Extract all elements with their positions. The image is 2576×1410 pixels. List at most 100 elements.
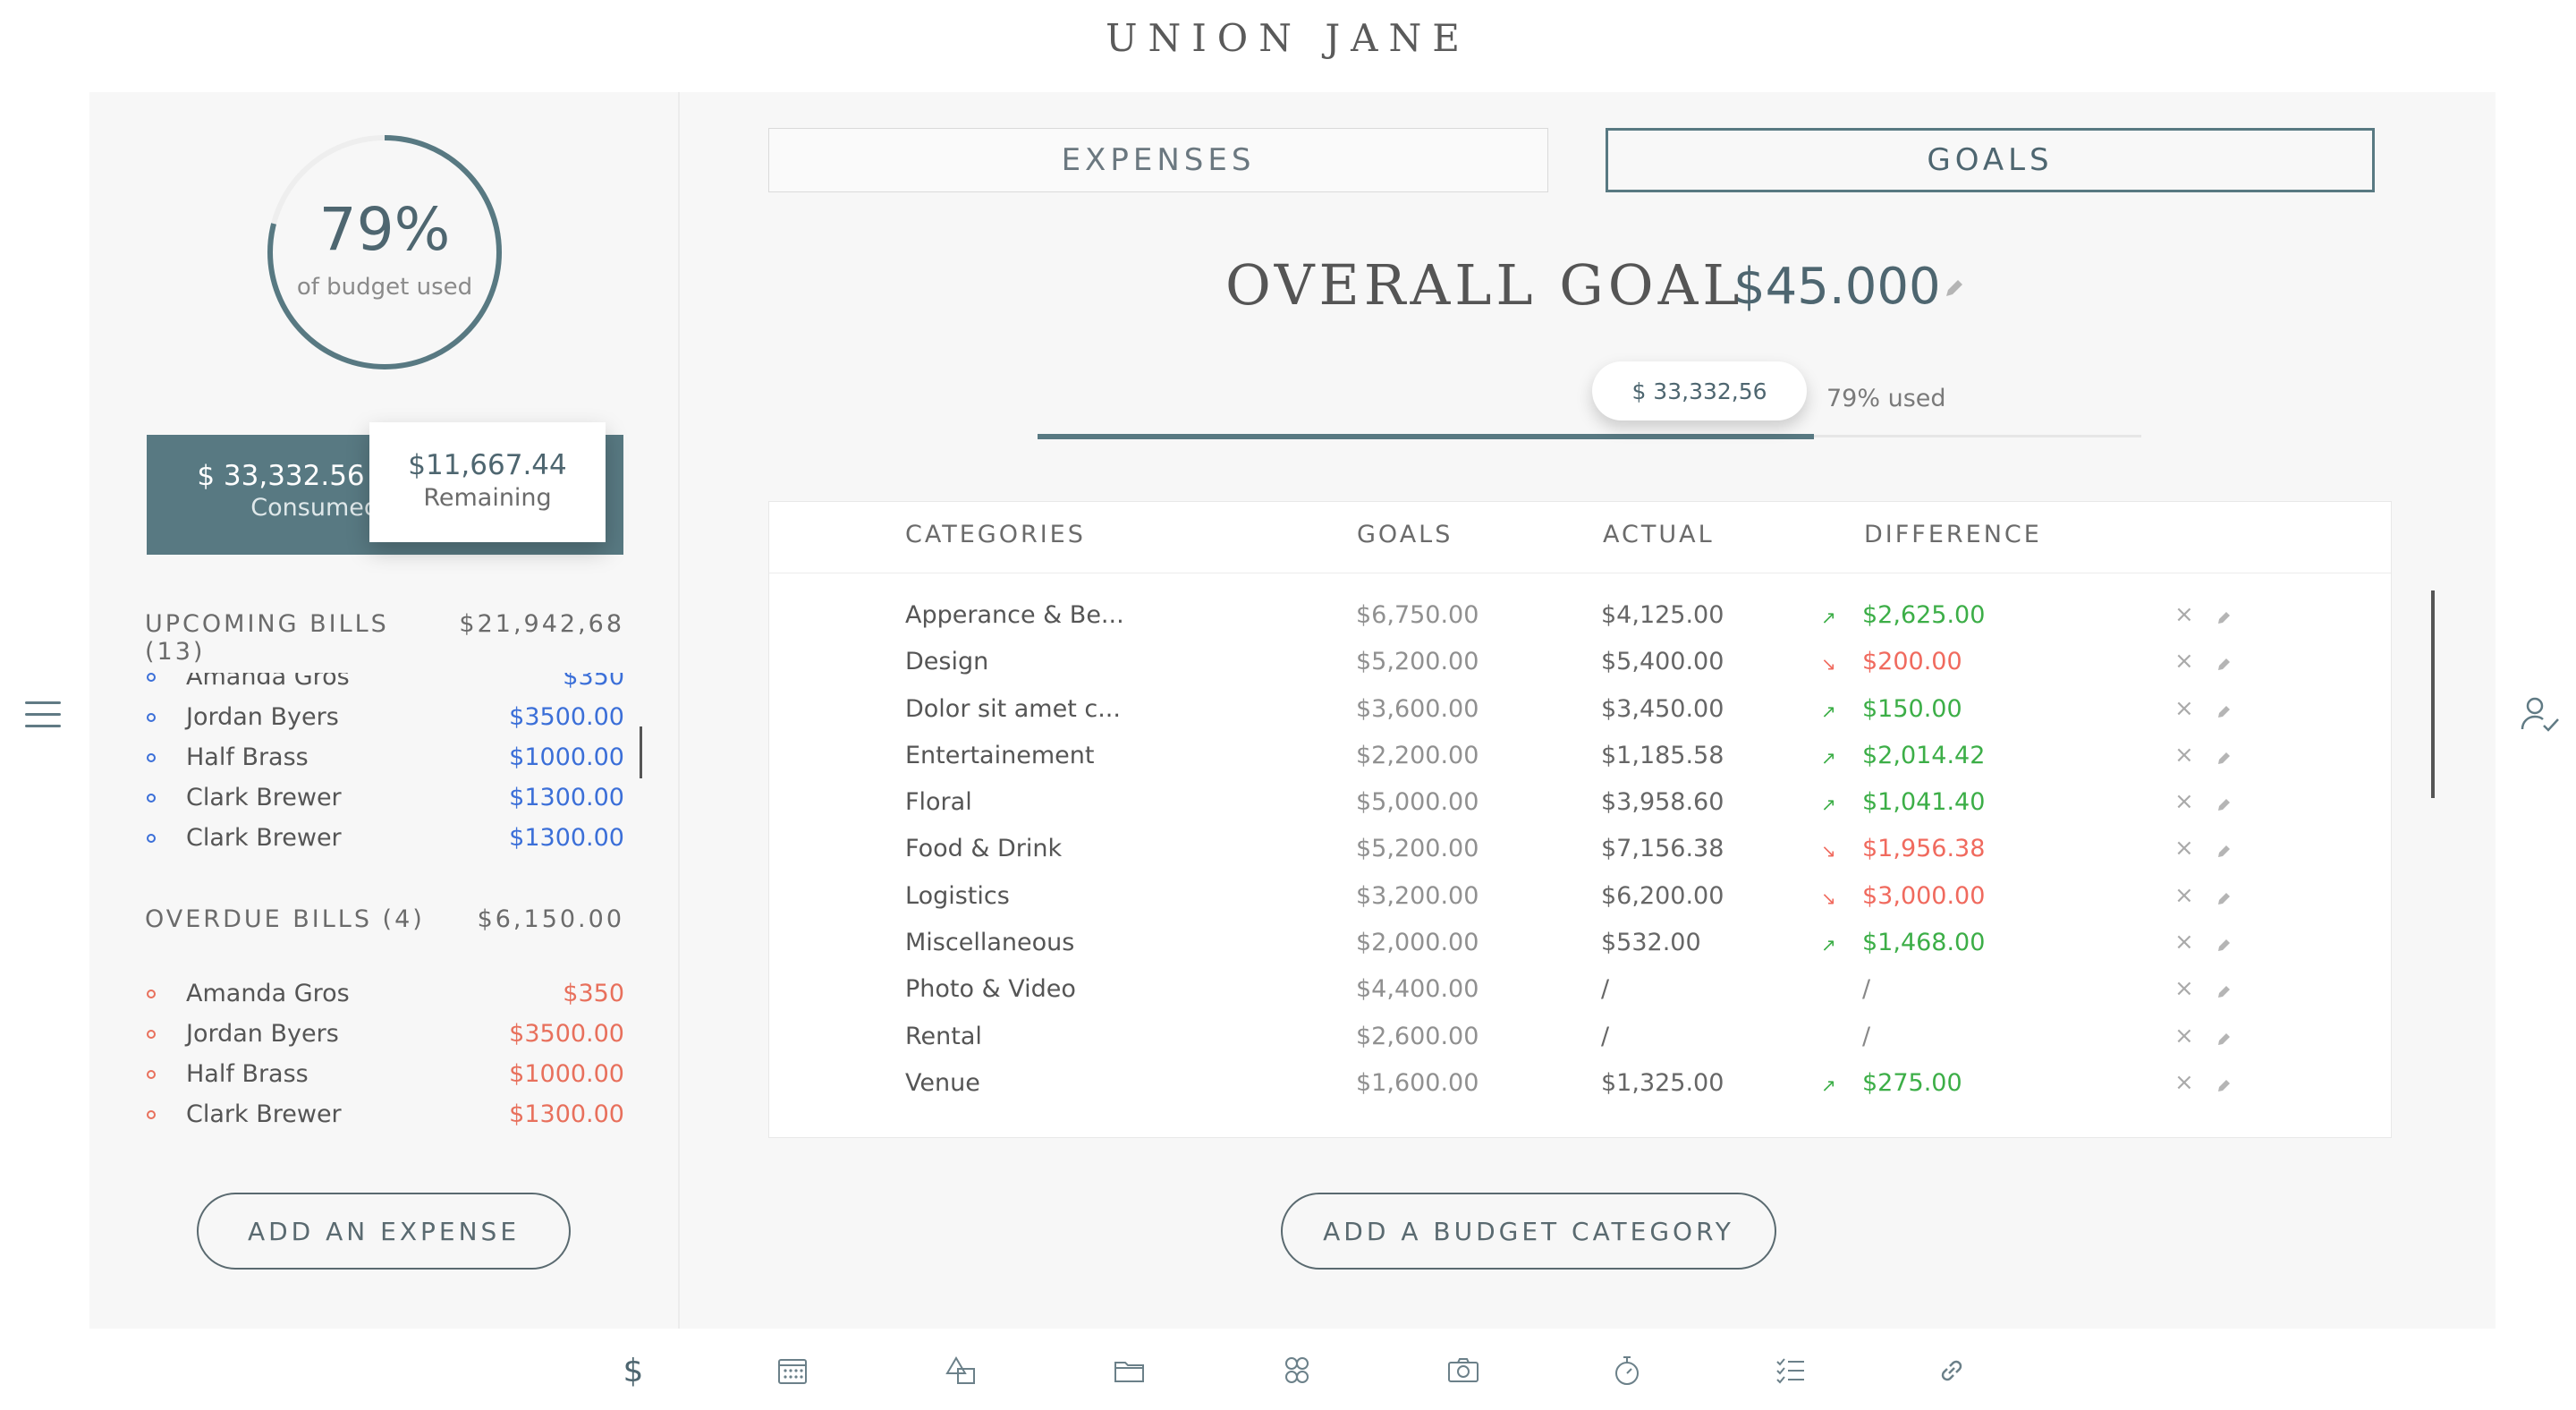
row-difference: $275.00: [1862, 1068, 1962, 1097]
row-difference: /: [1862, 975, 1871, 1004]
checklist-icon[interactable]: [1764, 1351, 1818, 1390]
delete-icon[interactable]: ×: [2174, 835, 2194, 862]
bill-amount: $350: [563, 673, 624, 691]
budget-icon[interactable]: $: [606, 1351, 660, 1390]
delete-icon[interactable]: ×: [2174, 975, 2194, 1003]
row-difference: $2,014.42: [1862, 741, 1986, 769]
bill-name: Clark Brewer: [186, 784, 342, 811]
header-difference[interactable]: DIFFERENCE: [1864, 521, 2042, 548]
edit-icon[interactable]: [2216, 838, 2233, 866]
budget-percent: 79%: [318, 195, 451, 264]
edit-icon[interactable]: [2216, 605, 2233, 633]
remaining-amount: $11,667.44: [408, 449, 567, 481]
guests-icon[interactable]: [1270, 1351, 1324, 1390]
edit-icon[interactable]: [2216, 792, 2233, 820]
edit-icon[interactable]: [2216, 699, 2233, 726]
delete-icon[interactable]: ×: [2174, 788, 2194, 816]
row-category: Entertainement: [905, 741, 1095, 769]
delete-icon[interactable]: ×: [2174, 741, 2194, 769]
row-category: Rental: [905, 1022, 982, 1050]
delete-icon[interactable]: ×: [2174, 648, 2194, 675]
edit-icon[interactable]: [2216, 1026, 2233, 1054]
bullet-icon: [147, 712, 156, 722]
row-goal: $2,600.00: [1356, 1022, 1479, 1050]
table-scrollbar[interactable]: [2431, 590, 2435, 798]
bill-name: Amanda Gros: [186, 673, 350, 691]
delete-icon[interactable]: ×: [2174, 1068, 2194, 1096]
user-check-icon[interactable]: [2519, 693, 2562, 736]
bullet-icon: [147, 1029, 156, 1039]
list-item[interactable]: Clark Brewer $1300.00: [145, 818, 624, 858]
edit-icon[interactable]: [2216, 886, 2233, 913]
delete-icon[interactable]: ×: [2174, 929, 2194, 956]
arrow-up-icon: ↗: [1821, 794, 1836, 816]
upcoming-bills-list[interactable]: Amanda Gros $350 Jordan Byers $3500.00 Hal…: [145, 673, 624, 861]
table-row[interactable]: Floral $5,000.00 $3,958.60 ↗ $1,041.40 ×: [769, 781, 2391, 828]
row-category: Design: [905, 648, 989, 676]
list-item[interactable]: Jordan Byers $3500.00: [145, 1014, 624, 1054]
list-item[interactable]: Clark Brewer $1300.00: [145, 1094, 624, 1134]
delete-icon[interactable]: ×: [2174, 694, 2194, 722]
table-row[interactable]: Entertainement $2,200.00 $1,185.58 ↗ $2,014.…: [769, 735, 2391, 781]
table-body: Apperance & Be... $6,750.00 $4,125.00 ↗ $2,6…: [769, 594, 2391, 1108]
bullet-icon: [147, 673, 156, 682]
list-item[interactable]: Jordan Byers $3500.00: [145, 697, 624, 737]
row-goal: $6,750.00: [1356, 601, 1479, 629]
row-goal: $5,200.00: [1356, 648, 1479, 676]
row-actual: $532.00: [1601, 929, 1701, 957]
camera-icon[interactable]: [1436, 1351, 1490, 1390]
arrow-up-icon: ↗: [1821, 1074, 1836, 1096]
bill-name: Half Brass: [186, 1060, 309, 1088]
delete-icon[interactable]: ×: [2174, 601, 2194, 628]
menu-icon[interactable]: [25, 701, 61, 728]
overdue-bills-total: $6,150.00: [477, 905, 624, 933]
folder-icon[interactable]: [1103, 1351, 1157, 1390]
bullet-icon: [147, 833, 156, 843]
edit-goal-icon[interactable]: [1941, 275, 1968, 302]
table-row[interactable]: Rental $2,600.00 / / ×: [769, 1015, 2391, 1062]
list-item[interactable]: Half Brass $1000.00: [145, 737, 624, 777]
header-categories[interactable]: CATEGORIES: [905, 521, 1086, 548]
row-goal: $3,600.00: [1356, 694, 1479, 723]
calendar-icon[interactable]: [766, 1351, 819, 1390]
row-goal: $2,000.00: [1356, 929, 1479, 957]
list-item[interactable]: Amanda Gros $350: [145, 673, 624, 697]
row-actual: $4,125.00: [1601, 601, 1724, 629]
edit-icon[interactable]: [2216, 932, 2233, 960]
table-row[interactable]: Dolor sit amet c... $3,600.00 $3,450.00 ↗ $1…: [769, 688, 2391, 735]
delete-icon[interactable]: ×: [2174, 881, 2194, 909]
arrow-up-icon: ↗: [1821, 746, 1836, 769]
list-item[interactable]: Half Brass $1000.00: [145, 1054, 624, 1094]
table-row[interactable]: Design $5,200.00 $5,400.00 ↘ $200.00 ×: [769, 641, 2391, 687]
bill-name: Half Brass: [186, 743, 309, 771]
header-actual[interactable]: ACTUAL: [1603, 521, 1715, 548]
table-row[interactable]: Apperance & Be... $6,750.00 $4,125.00 ↗ $2,6…: [769, 594, 2391, 641]
overall-goal-amount: $45.000: [1733, 258, 1941, 316]
stopwatch-icon[interactable]: [1600, 1351, 1654, 1390]
tab-expenses[interactable]: EXPENSES: [768, 128, 1548, 192]
list-item[interactable]: Clark Brewer $1300.00: [145, 777, 624, 818]
tab-goals[interactable]: GOALS: [1606, 128, 2375, 192]
delete-icon[interactable]: ×: [2174, 1022, 2194, 1049]
edit-icon[interactable]: [2216, 745, 2233, 773]
edit-icon[interactable]: [2216, 1073, 2233, 1100]
shapes-icon[interactable]: [935, 1351, 988, 1390]
table-row[interactable]: Miscellaneous $2,000.00 $532.00 ↗ $1,468.00 ×: [769, 922, 2391, 968]
add-budget-category-button[interactable]: ADD A BUDGET CATEGORY: [1281, 1193, 1776, 1270]
table-row[interactable]: Photo & Video $4,400.00 / / ×: [769, 968, 2391, 1015]
table-row[interactable]: Venue $1,600.00 $1,325.00 ↗ $275.00 ×: [769, 1062, 2391, 1108]
add-expense-button[interactable]: ADD AN EXPENSE: [197, 1193, 571, 1270]
budget-ring: [267, 135, 502, 369]
table-row[interactable]: Logistics $3,200.00 $6,200.00 ↘ $3,000.00 ×: [769, 875, 2391, 922]
bill-name: Clark Brewer: [186, 824, 342, 852]
link-icon[interactable]: [1925, 1351, 1979, 1390]
header-goals[interactable]: GOALS: [1357, 521, 1453, 548]
edit-icon[interactable]: [2216, 651, 2233, 679]
list-item[interactable]: Amanda Gros $350: [145, 973, 624, 1014]
overdue-bills-list[interactable]: Amanda Gros $350 Jordan Byers $3500.00 Hal…: [145, 973, 624, 1143]
upcoming-scrollbar[interactable]: [640, 726, 642, 778]
table-row[interactable]: Food & Drink $5,200.00 $7,156.38 ↘ $1,956.38…: [769, 828, 2391, 874]
column-divider: [678, 92, 680, 1329]
edit-icon[interactable]: [2216, 979, 2233, 1007]
bullet-icon: [147, 1069, 156, 1079]
